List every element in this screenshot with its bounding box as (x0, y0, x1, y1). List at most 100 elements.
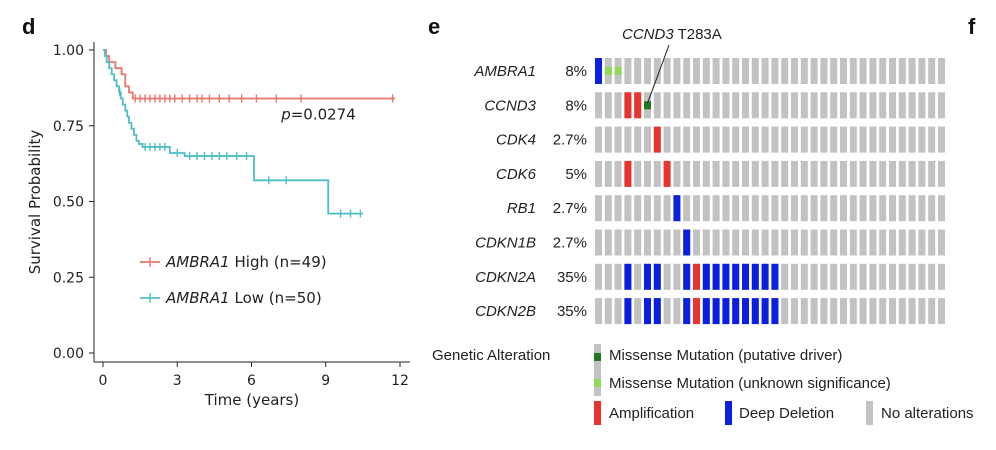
sample-cell (820, 229, 828, 256)
sample-cell (771, 58, 779, 84)
gene-percent: 2.7% (553, 200, 587, 217)
deep-deletion-cell (732, 263, 740, 290)
sample-cell (928, 298, 936, 325)
sample-cell (898, 160, 906, 187)
sample-cell (908, 58, 916, 84)
sample-cell (849, 298, 857, 325)
y-tick-label: 0.25 (53, 270, 84, 286)
sample-cell (869, 195, 877, 222)
sample-cell (732, 195, 740, 222)
sample-cell (693, 195, 700, 222)
deep-deletion-cell (712, 298, 720, 325)
sample-cell (781, 92, 789, 119)
sample-cell (869, 58, 877, 84)
sample-cell (889, 298, 896, 325)
km-curve-high (103, 49, 396, 100)
sample-cell (702, 92, 710, 119)
deep-deletion-cell (624, 298, 632, 325)
sample-cell (908, 263, 916, 290)
deep-deletion-cell (742, 298, 749, 325)
sample-cell (938, 126, 945, 153)
sample-cell (653, 58, 661, 84)
sample-cell (722, 126, 730, 153)
sample-cell (859, 298, 867, 325)
x-tick-label: 3 (173, 373, 182, 389)
sample-cell (781, 195, 789, 222)
sample-cell (908, 195, 916, 222)
sample-cell (595, 160, 602, 187)
sample-cell (663, 126, 671, 153)
sample-cell (634, 298, 642, 325)
sample-cell (634, 195, 642, 222)
sample-cell (810, 58, 818, 84)
sample-cell (830, 263, 838, 290)
sample-cell (791, 160, 798, 187)
sample-cell (614, 298, 622, 325)
sample-cell (859, 58, 867, 84)
x-tick-label: 0 (99, 373, 108, 389)
sample-cell (869, 263, 877, 290)
y-axis-title: Survival Probability (26, 130, 44, 275)
sample-cell (859, 229, 867, 256)
sample-cell (859, 126, 867, 153)
sample-cell (702, 126, 710, 153)
sample-cell (702, 58, 710, 84)
sample-cell (898, 298, 906, 325)
sample-cell (898, 263, 906, 290)
km-curve-low (103, 49, 363, 215)
sample-cell (624, 58, 632, 84)
sample-cell (791, 195, 798, 222)
missense-unknown-mark (614, 67, 622, 75)
gene-label: RB1 (507, 200, 536, 217)
sample-cell (928, 263, 936, 290)
y-tick-label: 0.00 (53, 346, 84, 362)
deep-deletion-cell (722, 298, 730, 325)
sample-cell (673, 126, 681, 153)
sample-cell (732, 126, 740, 153)
panel-letter-d: d (22, 14, 35, 39)
sample-cell (859, 263, 867, 290)
legend-amplification-swatch (594, 401, 601, 425)
sample-cell (800, 263, 808, 290)
legend-missense-driver-label: Missense Mutation (putative driver) (609, 347, 842, 364)
sample-cell (634, 263, 642, 290)
sample-cell (653, 229, 661, 256)
sample-cell (683, 58, 691, 84)
sample-cell (595, 263, 602, 290)
sample-cell (771, 229, 779, 256)
callout-gene-name: CCND3 (622, 26, 674, 43)
sample-cell (849, 229, 857, 256)
sample-cell (673, 263, 681, 290)
sample-cell (644, 195, 651, 222)
sample-cell (849, 263, 857, 290)
legend-missense-unknown-label: Missense Mutation (unknown significance) (609, 375, 891, 392)
sample-cell (898, 195, 906, 222)
deep-deletion-cell (722, 263, 730, 290)
deep-deletion-cell (624, 263, 632, 290)
sample-cell (742, 126, 749, 153)
sample-cell (771, 126, 779, 153)
sample-cell (840, 298, 847, 325)
sample-cell (849, 160, 857, 187)
sample-cell (840, 160, 847, 187)
sample-cell (800, 92, 808, 119)
sample-cell (614, 160, 622, 187)
sample-cell (614, 195, 622, 222)
deep-deletion-cell (683, 229, 691, 256)
sample-cell (761, 160, 769, 187)
sample-cell (869, 92, 877, 119)
sample-cell (918, 126, 926, 153)
sample-cell (614, 92, 622, 119)
sample-cell (781, 58, 789, 84)
sample-cell (604, 160, 612, 187)
deep-deletion-cell (653, 263, 661, 290)
sample-cell (830, 92, 838, 119)
sample-cell (604, 229, 612, 256)
sample-cell (732, 92, 740, 119)
sample-cell (595, 195, 602, 222)
panel-letter-e: e (428, 14, 440, 39)
sample-cell (840, 229, 847, 256)
sample-cell (781, 229, 789, 256)
sample-cell (771, 160, 779, 187)
sample-cell (722, 160, 730, 187)
